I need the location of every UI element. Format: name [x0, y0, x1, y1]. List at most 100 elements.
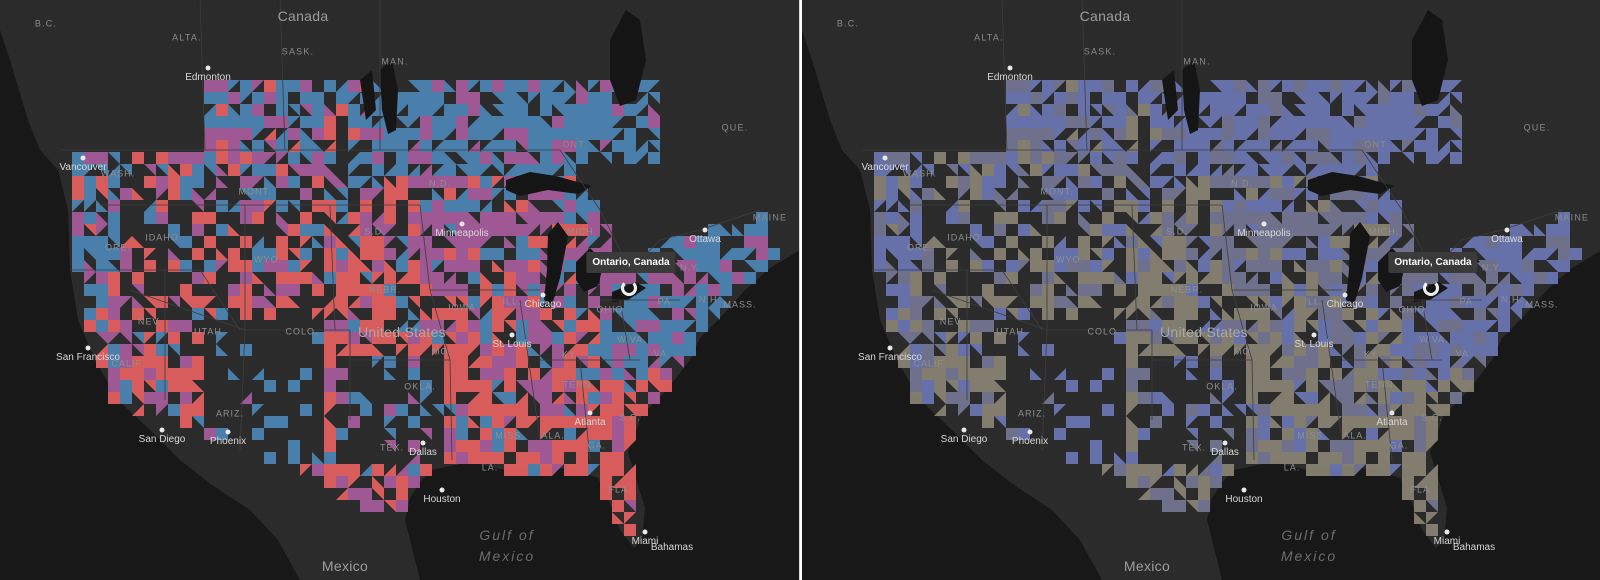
- heat-cell: [108, 248, 120, 260]
- heat-cell: [72, 248, 84, 260]
- heat-cell: [1054, 296, 1066, 308]
- boundary-line: [279, 0, 286, 151]
- heat-cell: [468, 236, 480, 248]
- heat-cell: [1306, 128, 1318, 140]
- location-marker-icon[interactable]: [621, 280, 637, 296]
- heat-cell: [1390, 128, 1402, 140]
- heat-cell: [96, 188, 108, 200]
- heat-cell: [1366, 200, 1378, 212]
- heat-cell: [432, 152, 444, 164]
- city-dot: [420, 440, 426, 446]
- heat-cell: [1378, 152, 1390, 164]
- heat-cell: [1426, 476, 1438, 488]
- map-panel-right[interactable]: B.C. ALTA. SASK. MAN. ONT. QUE. MAINE Canada Uni…: [802, 0, 1600, 580]
- city-label: Phoenix: [1011, 436, 1049, 447]
- heat-cell: [444, 296, 456, 308]
- heat-cell: [1114, 452, 1126, 464]
- heat-cell: [612, 464, 624, 476]
- water-label: Mexico: [1280, 548, 1338, 564]
- heat-cell: [946, 332, 958, 344]
- heat-cell: [1270, 164, 1282, 176]
- location-marker-icon[interactable]: [1423, 280, 1439, 296]
- heat-cell: [1558, 260, 1570, 272]
- heat-cell: [1054, 272, 1066, 284]
- map-panel-left[interactable]: B.C. ALTA. SASK. MAN. ONT. QUE. MAINE Canada Uni…: [0, 0, 800, 580]
- heat-cell: [1030, 296, 1042, 308]
- heat-cell: [612, 428, 624, 440]
- map-canvas[interactable]: [802, 0, 1600, 580]
- heat-cell: [1366, 248, 1378, 260]
- heat-cell: [276, 224, 288, 236]
- heat-cell: [1378, 464, 1390, 476]
- heat-cell: [874, 248, 886, 260]
- heat-cell: [516, 128, 528, 140]
- heat-cell: [910, 152, 922, 164]
- heat-cell: [982, 260, 994, 272]
- lake: [380, 60, 398, 134]
- heat-cell: [1042, 128, 1054, 140]
- heat-cell: [516, 464, 528, 476]
- heat-cell: [1210, 356, 1222, 368]
- heat-cell: [408, 236, 420, 248]
- heat-cell: [1378, 440, 1390, 452]
- heat-cell: [1066, 416, 1078, 428]
- heat-cell: [910, 368, 922, 380]
- heat-cell: [1222, 392, 1234, 404]
- heat-cell: [1246, 236, 1258, 248]
- heat-cell: [204, 140, 216, 152]
- heat-cell: [444, 308, 456, 320]
- heat-cell: [324, 224, 336, 236]
- heat-cell: [910, 320, 922, 332]
- heat-cell: [1054, 404, 1066, 416]
- heat-cell: [1126, 476, 1138, 488]
- heat-cell: [84, 188, 96, 200]
- city-label: Edmonton: [987, 72, 1033, 83]
- heat-cell: [1222, 332, 1234, 344]
- heat-cell: [1198, 236, 1210, 248]
- state-label: S.C.: [619, 412, 641, 423]
- heat-cell: [468, 404, 480, 416]
- heat-cell: [1210, 368, 1222, 380]
- heat-cell: [1126, 428, 1138, 440]
- heat-cell: [648, 272, 660, 284]
- heat-cell: [504, 80, 516, 92]
- heat-cell: [300, 260, 312, 272]
- heat-cell: [552, 356, 564, 368]
- heat-cell: [1282, 188, 1294, 200]
- heat-cell: [516, 248, 528, 260]
- heat-cell: [982, 188, 994, 200]
- heat-cell: [540, 140, 552, 152]
- heat-cell: [1450, 116, 1462, 128]
- heat-cell: [300, 140, 312, 152]
- heat-cell: [84, 152, 96, 164]
- heat-cell: [384, 248, 396, 260]
- heat-cell: [492, 260, 504, 272]
- heat-cell: [384, 296, 396, 308]
- heat-cell: [432, 308, 444, 320]
- heat-cell: [1258, 248, 1270, 260]
- heat-cell: [600, 116, 612, 128]
- heat-cell: [408, 356, 420, 368]
- heat-cell: [516, 380, 528, 392]
- heat-cell: [1234, 332, 1246, 344]
- heat-cell: [348, 80, 360, 92]
- heat-cell: [624, 380, 636, 392]
- heat-cell: [1054, 248, 1066, 260]
- heat-cell: [1102, 80, 1114, 92]
- heat-cell: [1378, 80, 1390, 92]
- heat-cell: [1198, 344, 1210, 356]
- heat-cell: [576, 92, 588, 104]
- city-label: San Diego: [138, 434, 186, 445]
- heat-cell: [1510, 260, 1522, 272]
- heat-cell: [1090, 200, 1102, 212]
- heat-cell: [456, 452, 468, 464]
- heat-cell: [1270, 140, 1282, 152]
- heat-cell: [1042, 272, 1054, 284]
- heat-cell: [1366, 416, 1378, 428]
- heat-cell: [540, 164, 552, 176]
- map-canvas[interactable]: [0, 0, 800, 580]
- heat-cell: [492, 452, 504, 464]
- city-dot: [85, 345, 91, 351]
- heat-cell: [156, 368, 168, 380]
- heat-cell: [1090, 224, 1102, 236]
